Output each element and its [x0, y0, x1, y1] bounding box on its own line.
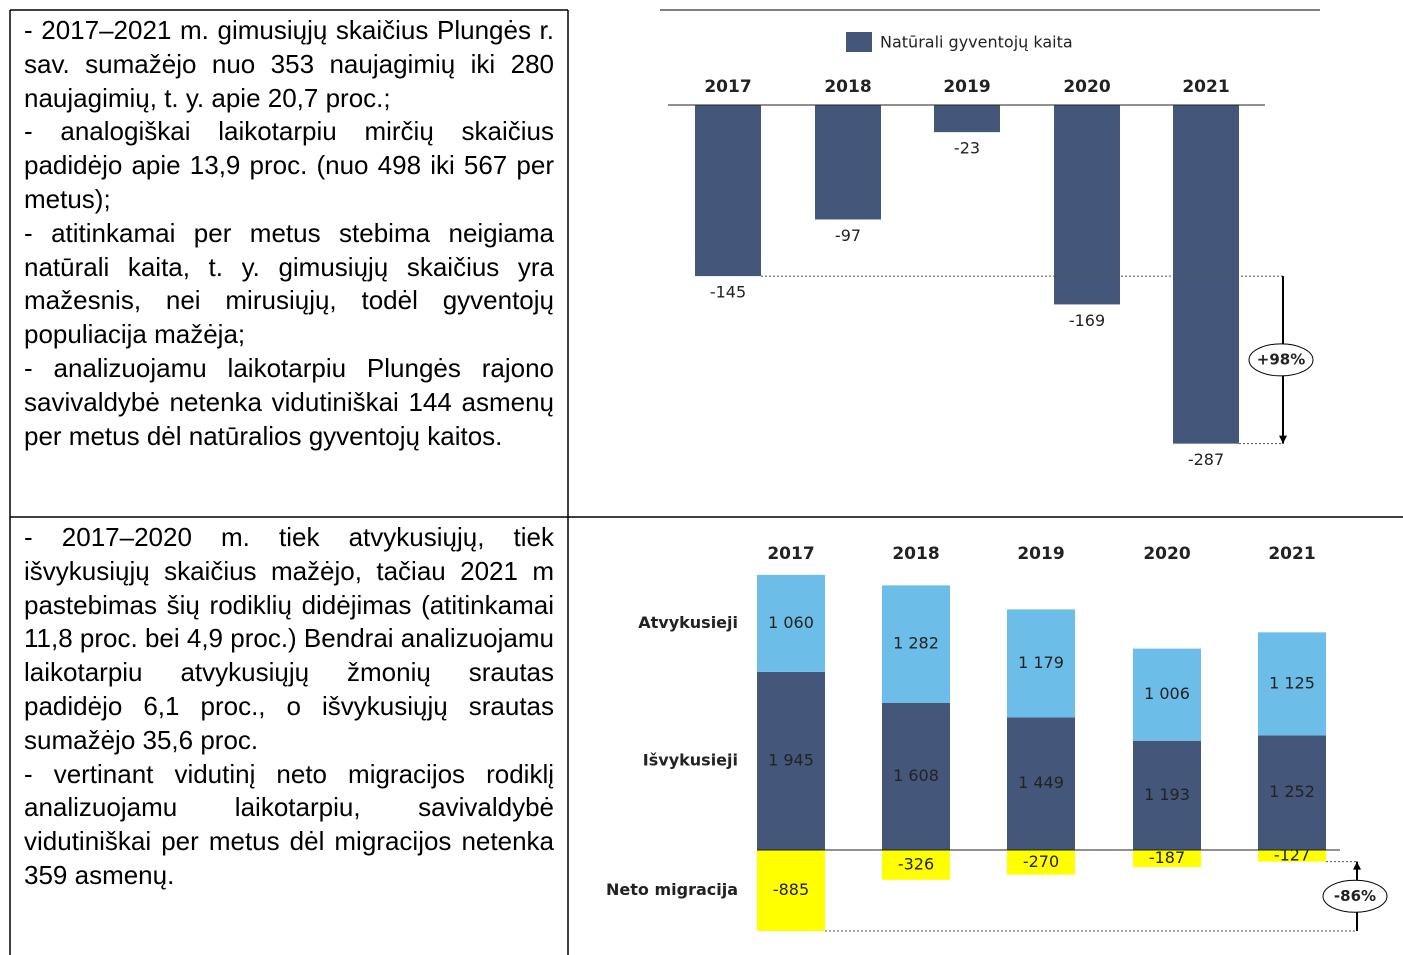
paragraph: - 2017–2021 m. gimusiųjų skaičius Plungė…	[24, 15, 554, 113]
bar-segment	[882, 585, 950, 703]
paragraph: - analizuojamu laikotarpiu Plungės rajon…	[24, 352, 554, 451]
paragraph: - atitinkamai per metus stebima neigiama…	[24, 217, 554, 350]
bar	[1054, 105, 1120, 305]
data-label: -326	[898, 854, 934, 873]
annotation: -86%	[1334, 887, 1376, 905]
bar-segment	[1133, 849, 1201, 868]
paragraph: - vertinant vidutinį neto migracijos rod…	[24, 758, 554, 890]
data-label: 1 252	[1269, 782, 1315, 801]
data-label: 1 282	[893, 634, 939, 653]
arrow-head	[1279, 435, 1287, 444]
data-label: -885	[773, 880, 809, 899]
series-label: Išvykusieji	[643, 750, 738, 769]
bar-segment	[757, 574, 825, 672]
category-label: 2019	[1017, 544, 1064, 564]
bar-segment	[882, 702, 950, 850]
annotation-bubble	[1322, 879, 1388, 913]
bar-segment	[757, 849, 825, 931]
data-label: 1 060	[768, 613, 814, 632]
data-label: -97	[835, 226, 861, 245]
bar-segment	[1258, 849, 1326, 862]
bar-segment	[1133, 648, 1201, 741]
annotation: +98%	[1257, 350, 1305, 368]
category-label: 2018	[892, 544, 939, 564]
category-label: 2017	[704, 77, 751, 97]
annotation-bubble	[1248, 343, 1314, 377]
category-label: 2021	[1268, 544, 1315, 564]
data-label: -23	[954, 139, 980, 158]
category-label: 2021	[1182, 77, 1229, 97]
bar-segment	[1133, 740, 1201, 850]
data-label: -270	[1023, 852, 1059, 871]
bar-segment	[1007, 717, 1075, 850]
series-label: Atvykusieji	[638, 613, 738, 632]
bar	[934, 105, 1000, 133]
category-label: 2020	[1143, 544, 1190, 564]
arrow-head	[1353, 861, 1361, 870]
bar-segment	[1258, 632, 1326, 736]
data-label: -145	[710, 283, 746, 302]
data-label: 1 193	[1144, 785, 1190, 804]
category-label: 2017	[767, 544, 814, 564]
text-cell: - 2017–2020 m. tiek atvykusiųjų, tiek iš…	[24, 521, 554, 893]
data-label: 1 608	[893, 766, 939, 785]
legend-label: Natūrali gyventojų kaita	[880, 33, 1073, 52]
data-label: 1 945	[768, 750, 814, 769]
category-label: 2018	[824, 77, 871, 97]
data-label: 1 179	[1018, 653, 1064, 672]
category-label: 2019	[943, 77, 990, 97]
series-label: Neto migracija	[606, 880, 738, 899]
paragraph: - 2017–2020 m. tiek atvykusiųjų, tiek iš…	[24, 522, 554, 755]
data-label: -169	[1069, 311, 1105, 330]
paragraph: - analogiškai laikotarpiu mirčių skaičiu…	[24, 116, 554, 214]
bar	[695, 105, 761, 277]
data-label: -187	[1149, 848, 1185, 867]
data-label: 1 125	[1269, 673, 1315, 692]
text-cell: - 2017–2021 m. gimusiųjų skaičius Plungė…	[24, 14, 554, 453]
data-label: 1 449	[1018, 773, 1064, 792]
category-label: 2020	[1063, 77, 1110, 97]
legend-swatch	[846, 32, 872, 52]
bar-segment	[1007, 849, 1075, 875]
data-label: 1 006	[1144, 684, 1190, 703]
data-label: -287	[1188, 450, 1224, 469]
bar-segment	[1007, 609, 1075, 718]
bar-segment	[757, 671, 825, 850]
bar-segment	[1258, 735, 1326, 850]
bar	[815, 105, 881, 220]
bar	[1173, 105, 1239, 444]
bar-segment	[882, 849, 950, 880]
